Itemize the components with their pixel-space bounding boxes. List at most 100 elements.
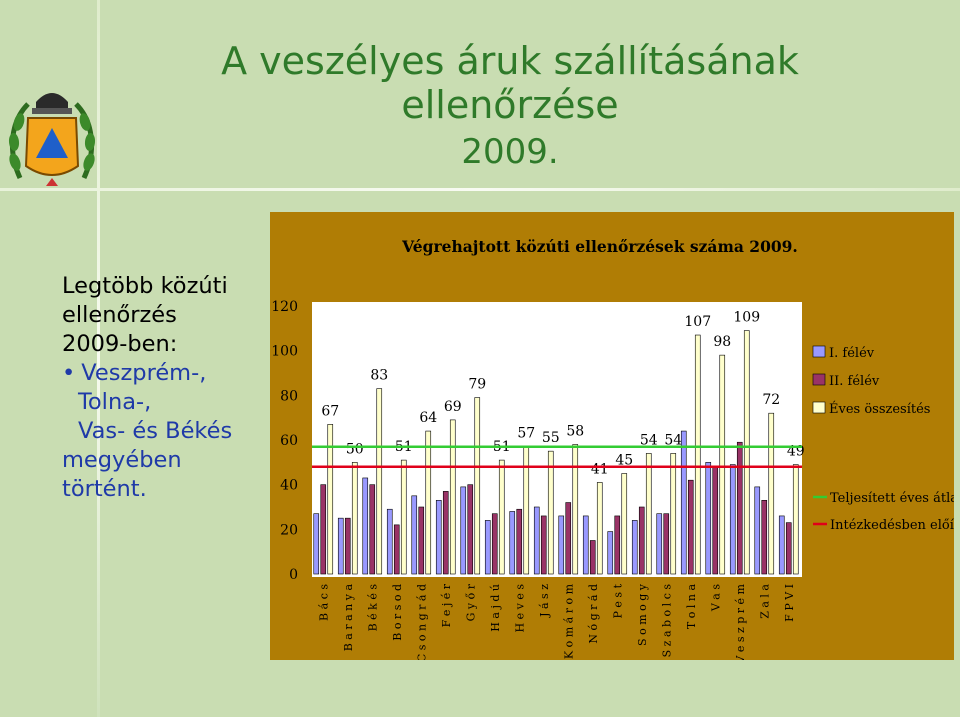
- data-label: 57: [517, 426, 535, 442]
- bar-series-1: [337, 517, 344, 575]
- x-tick-label: H a j d ú: [489, 584, 502, 632]
- bar-series-2: [516, 508, 523, 575]
- y-tick-label: 100: [271, 344, 298, 360]
- sidebar-tail-2: történt.: [62, 476, 147, 502]
- legend: I. félév II. félév Éves összesítés Teljesít…: [812, 345, 954, 533]
- bar-series-2: [736, 441, 743, 575]
- x-tick-label: N ó g r á d: [587, 584, 600, 644]
- bar-series-1: [386, 508, 393, 575]
- x-tick-label: F P V I: [783, 584, 796, 622]
- bar-series-2: [344, 517, 351, 575]
- sidebar-heading-2: ellenőrzés: [62, 302, 177, 328]
- bar-series-3: [351, 462, 358, 575]
- data-label: 41: [591, 461, 609, 477]
- data-label: 79: [468, 377, 486, 393]
- legend-label: II. félév: [829, 374, 880, 389]
- legend-swatch: [812, 345, 826, 358]
- legend-label: I. félév: [829, 346, 875, 361]
- y-tick-label: 40: [280, 478, 298, 494]
- bar-series-2: [393, 524, 400, 575]
- x-tick-label: G y ő r: [464, 583, 477, 621]
- bar-series-2: [638, 506, 645, 575]
- bar-series-1: [558, 515, 565, 575]
- bar-series-3: [376, 388, 383, 575]
- x-tick-label: B é k é s: [366, 584, 379, 632]
- data-label: 83: [370, 368, 388, 384]
- bar-series-2: [614, 515, 621, 575]
- bar-series-3: [621, 473, 628, 575]
- decor-band-vertical: [97, 0, 100, 717]
- bar-series-3: [498, 459, 505, 575]
- sidebar-tail-1: megyében: [62, 447, 182, 473]
- x-tick-label: B á c s: [317, 584, 330, 621]
- bar-series-3: [327, 424, 334, 575]
- bar-series-3: [400, 459, 407, 575]
- bar-series-3: [572, 444, 579, 575]
- legend-swatch: [812, 401, 826, 414]
- x-tick-label: V e s z p r é m: [734, 583, 747, 660]
- y-tick-label: 20: [280, 522, 298, 538]
- bar-series-2: [663, 513, 670, 575]
- x-tick-label: Z a l a: [758, 584, 771, 619]
- x-tick-label: K o m á r o m: [562, 583, 575, 659]
- legend-label: Éves összesítés: [829, 401, 930, 417]
- sidebar-list-item: Tolna-,: [78, 389, 152, 415]
- sidebar-list: • Veszprém-, Tolna-, Vas- és Békés: [62, 359, 282, 446]
- legend-label: Teljesített éves átlag: [830, 491, 954, 506]
- bar-series-2: [712, 466, 719, 575]
- x-tick-label: P e s t: [611, 583, 624, 618]
- bar-series-2: [687, 479, 694, 575]
- x-tick-label: V a s: [709, 584, 722, 612]
- data-label: 109: [733, 310, 760, 326]
- data-label: 54: [640, 432, 658, 448]
- bar-series-1: [411, 495, 418, 575]
- bar-series-3: [449, 419, 456, 575]
- y-tick-label: 0: [289, 567, 298, 583]
- reference-lines: [312, 445, 802, 469]
- bar-series-2: [540, 515, 547, 575]
- bar-series-1: [509, 511, 516, 575]
- x-tick-label: B a r a n y a: [342, 584, 355, 652]
- x-tick-label: H e v e s: [513, 584, 526, 633]
- y-axis: 0 20 40 60 80 100 120: [271, 299, 298, 583]
- legend-label: Intézkedésben előírt: [830, 518, 954, 533]
- data-label: 45: [615, 453, 633, 469]
- bar-series-1: [484, 520, 491, 575]
- bar-series-2: [491, 513, 498, 575]
- bar-series-3: [596, 482, 603, 575]
- bar-series-2: [565, 502, 572, 575]
- sidebar-text: Legtöbb közúti ellenőrzés 2009-ben: • Ves…: [62, 272, 282, 504]
- bar-series-1: [435, 499, 442, 575]
- bar-series-3: [425, 430, 432, 575]
- data-label: 58: [566, 423, 584, 439]
- y-tick-label: 120: [271, 299, 298, 315]
- data-label: 55: [542, 430, 560, 446]
- bar-series-1: [313, 513, 320, 575]
- data-label: 107: [684, 314, 711, 330]
- data-label: 50: [346, 441, 364, 457]
- data-label: 98: [713, 334, 731, 350]
- bar-series-1: [362, 477, 369, 575]
- bar-series-2: [761, 499, 768, 575]
- data-label: 64: [419, 410, 437, 426]
- x-tick-label: T o l n a: [685, 584, 698, 630]
- bar-series-1: [729, 464, 736, 575]
- bar-series-1: [778, 515, 785, 575]
- chart-title: Végrehajtott közúti ellenőrzések száma 2…: [401, 237, 798, 256]
- bar-series-3: [768, 412, 775, 575]
- bar-series-2: [467, 484, 474, 575]
- bar-series-2: [320, 484, 327, 575]
- bar-series-1: [705, 462, 712, 575]
- bar-series-1: [631, 520, 638, 575]
- bar-series-3: [547, 450, 554, 575]
- bar-series-1: [607, 531, 614, 575]
- bar-series-3: [474, 397, 481, 575]
- bar-series-1: [460, 486, 467, 575]
- title-line-1: A veszélyes áruk szállításának: [221, 39, 799, 83]
- bar-series-1: [680, 430, 687, 575]
- sidebar-list-item: Vas- és Békés: [78, 418, 233, 444]
- x-tick-label: B o r s o d: [391, 584, 404, 641]
- title-line-2: ellenőrzése: [401, 83, 619, 127]
